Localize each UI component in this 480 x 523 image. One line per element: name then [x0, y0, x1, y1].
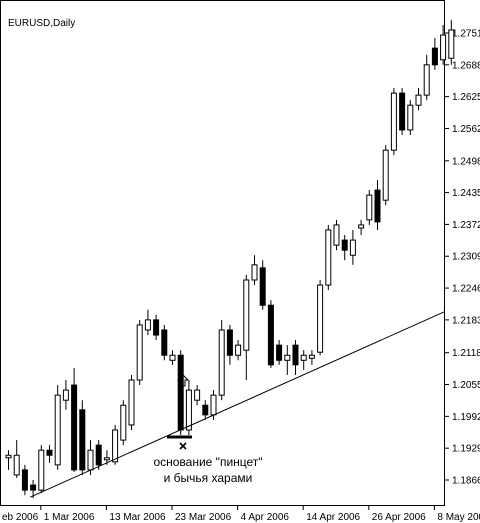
candle-body [284, 354, 291, 361]
candle-body [366, 194, 373, 221]
candle-body [259, 267, 266, 306]
candle-body [341, 239, 348, 251]
x-tick-label: 1 Mar 2006 [44, 512, 95, 523]
candle-body [300, 354, 307, 361]
x-tick-label: 4 Apr 2006 [241, 512, 290, 523]
candle-body [144, 319, 151, 331]
candle-body [235, 344, 242, 356]
x-tick-label: 26 Apr 2006 [372, 512, 426, 523]
x-tick-label: 13 Mar 2006 [109, 512, 166, 523]
candle-body [210, 394, 217, 416]
candle-body [185, 389, 192, 431]
candle-body [128, 379, 135, 426]
candle-body [431, 47, 438, 66]
plot-frame [0, 0, 445, 506]
candle-body [194, 389, 201, 401]
annotation: основание "пинцет" [153, 455, 262, 469]
y-tick-label: 1.2562 [452, 124, 480, 135]
candle-body [333, 224, 340, 246]
candle-body [374, 189, 381, 223]
candle-body [13, 454, 20, 476]
candle-body [161, 329, 168, 356]
x-tick-label: 8 May 2006 [437, 512, 480, 523]
x-tick-label: eb 2006 [2, 512, 39, 523]
candle-body [218, 329, 225, 396]
candle-body [112, 429, 119, 463]
annotation: и бычья харами [164, 471, 253, 485]
candle-body [202, 404, 209, 416]
y-tick-label: 1.2309 [452, 252, 480, 263]
x-tick-label: 14 Apr 2006 [306, 512, 360, 523]
candle-body [276, 344, 283, 361]
candle-body [153, 319, 160, 336]
candle-body [243, 279, 250, 351]
candle-body [5, 454, 12, 459]
candle-body [390, 92, 397, 151]
y-tick-label: 1.2435 [452, 188, 480, 199]
candle-body [399, 92, 406, 131]
candle-body [292, 344, 299, 366]
candle-body [87, 449, 94, 471]
candle-body [103, 457, 110, 461]
candle-body [349, 239, 356, 256]
candle-body [38, 449, 45, 491]
y-tick-label: 1.2498 [452, 156, 480, 167]
y-tick-label: 1.2118 [452, 348, 480, 359]
cross-icon [179, 442, 187, 450]
candle-body [71, 384, 78, 471]
candle-body [325, 229, 332, 286]
candle-body [267, 304, 274, 366]
candle-body [95, 444, 102, 466]
candle-body [54, 394, 61, 466]
candle-body [440, 34, 447, 61]
candle-body [79, 409, 86, 471]
candle-body [423, 64, 430, 96]
candle-body [177, 354, 184, 431]
candle-body [308, 354, 315, 359]
y-tick-label: 1.2372 [452, 220, 480, 231]
candle-body [358, 224, 365, 229]
candle-body [226, 329, 233, 356]
candle-body [251, 264, 258, 281]
y-tick-label: 1.1992 [452, 412, 480, 423]
candle-body [62, 389, 69, 401]
candle-body [136, 324, 143, 381]
y-tick-label: 1.1929 [452, 444, 480, 455]
y-tick-label: 1.2055 [452, 380, 480, 391]
candle-body [169, 354, 176, 361]
y-tick-label: 1.2625 [452, 92, 480, 103]
trendline [29, 311, 445, 498]
candle-body [120, 404, 127, 441]
candle-body [30, 484, 37, 491]
y-tick-label: 1.2246 [452, 284, 480, 295]
candle-body [415, 94, 422, 106]
candle-body [21, 469, 28, 491]
y-tick-label: 1.2183 [452, 315, 480, 326]
candle-body [448, 29, 455, 59]
y-tick-label: 1.2688 [452, 60, 480, 71]
chart-title: EURUSD,Daily [8, 18, 75, 29]
x-tick-label: 23 Mar 2006 [175, 512, 232, 523]
y-tick-label: 1.1866 [452, 476, 480, 487]
candle-body [407, 104, 414, 131]
y-tick-label: 1.2751 [452, 29, 480, 40]
candle-body [46, 449, 53, 456]
candle-body [317, 284, 324, 353]
candle-body [382, 149, 389, 201]
